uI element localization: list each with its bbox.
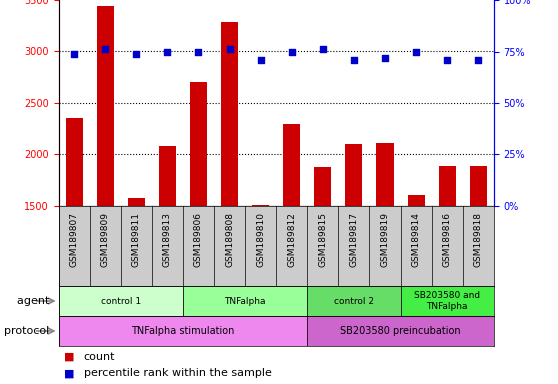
Bar bbox=[401, 286, 494, 316]
Text: GSM189814: GSM189814 bbox=[412, 212, 421, 267]
Text: agent: agent bbox=[17, 296, 53, 306]
Point bbox=[132, 50, 141, 56]
Text: GSM189816: GSM189816 bbox=[442, 212, 451, 267]
Bar bbox=[97, 6, 114, 361]
Text: GSM189809: GSM189809 bbox=[101, 212, 110, 267]
Text: GSM189810: GSM189810 bbox=[256, 212, 265, 267]
Text: GSM189817: GSM189817 bbox=[349, 212, 358, 267]
Bar bbox=[190, 83, 207, 361]
Bar bbox=[407, 195, 425, 361]
Point bbox=[349, 57, 358, 63]
Point bbox=[381, 55, 389, 61]
Text: GSM189807: GSM189807 bbox=[70, 212, 79, 267]
Text: control 2: control 2 bbox=[334, 296, 374, 306]
Point bbox=[442, 57, 451, 63]
Text: ■: ■ bbox=[64, 352, 78, 362]
Bar bbox=[470, 166, 487, 361]
Text: GSM189812: GSM189812 bbox=[287, 212, 296, 267]
Text: GSM189813: GSM189813 bbox=[163, 212, 172, 267]
Text: TNFalpha stimulation: TNFalpha stimulation bbox=[131, 326, 234, 336]
Text: GSM189819: GSM189819 bbox=[381, 212, 389, 267]
Point bbox=[163, 48, 172, 55]
Bar bbox=[314, 167, 331, 361]
Bar bbox=[283, 124, 300, 361]
Text: SB203580 preincubation: SB203580 preincubation bbox=[340, 326, 461, 336]
Text: GSM189806: GSM189806 bbox=[194, 212, 203, 267]
Bar bbox=[66, 118, 83, 361]
Text: ■: ■ bbox=[64, 368, 78, 378]
Bar bbox=[439, 166, 456, 361]
Point bbox=[287, 48, 296, 55]
Point bbox=[101, 46, 110, 53]
Point bbox=[70, 50, 79, 56]
Point bbox=[474, 57, 483, 63]
Bar bbox=[345, 144, 363, 361]
Point bbox=[412, 48, 421, 55]
Text: GSM189818: GSM189818 bbox=[474, 212, 483, 267]
Bar bbox=[307, 286, 401, 316]
Bar bbox=[59, 316, 307, 346]
Text: count: count bbox=[84, 352, 115, 362]
Text: TNFalpha: TNFalpha bbox=[224, 296, 266, 306]
Text: SB203580 and
TNFalpha: SB203580 and TNFalpha bbox=[414, 291, 480, 311]
Point bbox=[256, 57, 265, 63]
Point bbox=[225, 46, 234, 53]
Text: GSM189815: GSM189815 bbox=[319, 212, 328, 267]
Bar bbox=[128, 198, 145, 361]
Bar bbox=[377, 143, 393, 361]
Point bbox=[319, 46, 328, 53]
Text: GSM189808: GSM189808 bbox=[225, 212, 234, 267]
Bar bbox=[159, 146, 176, 361]
Bar bbox=[252, 205, 269, 361]
Bar bbox=[59, 286, 183, 316]
Point bbox=[194, 48, 203, 55]
Bar bbox=[307, 316, 494, 346]
Bar bbox=[221, 22, 238, 361]
Text: protocol: protocol bbox=[4, 326, 53, 336]
Text: control 1: control 1 bbox=[100, 296, 141, 306]
Bar bbox=[183, 286, 307, 316]
Text: percentile rank within the sample: percentile rank within the sample bbox=[84, 368, 272, 378]
Text: GSM189811: GSM189811 bbox=[132, 212, 141, 267]
